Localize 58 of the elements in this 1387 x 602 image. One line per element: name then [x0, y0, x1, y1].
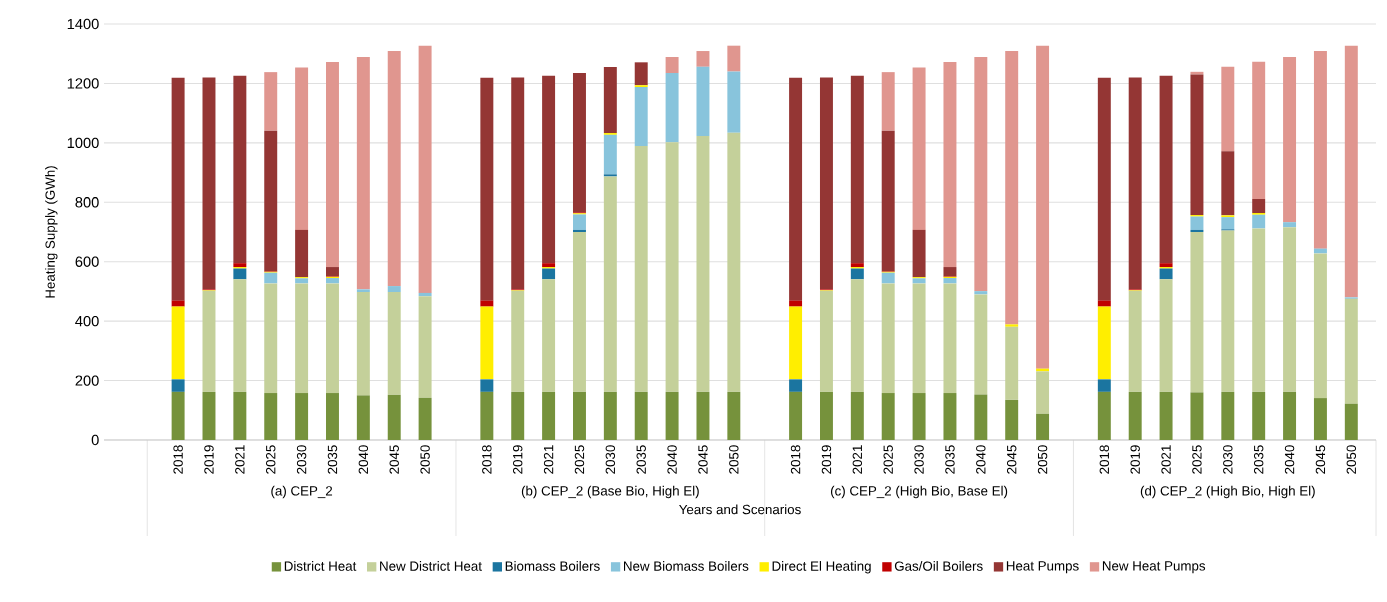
- text: (b) CEP_2 (Base Bio, High El): [521, 485, 699, 499]
- x-tick-label: 2025: [883, 445, 893, 474]
- y-tick-label: 400: [75, 315, 99, 327]
- text: (c) CEP_2 (High Bio, Base El): [831, 485, 1008, 499]
- x-tick-label: 2019: [513, 445, 523, 474]
- x-tick-label: 2025: [1192, 445, 1202, 474]
- x-tick-label: 2021: [543, 445, 554, 474]
- y-tick-label: 200: [75, 375, 99, 386]
- y-tick-label: 1200: [67, 78, 99, 89]
- y-tick-label: 1000: [67, 137, 99, 149]
- y-tick-label: 600: [75, 256, 99, 267]
- x-tick-label: 2050: [420, 445, 430, 474]
- x-tick-label: 2021: [235, 445, 245, 474]
- x-tick-label: 2018: [790, 445, 801, 474]
- x-tick-label: 2018: [173, 445, 183, 474]
- x-tick-label: 2018: [482, 445, 492, 474]
- legend-label: New Heat Pumps: [1102, 561, 1206, 574]
- x-tick-label: 2030: [296, 445, 307, 474]
- legend-label: District Heat: [284, 561, 357, 571]
- text: (d) CEP_2 (High Bio, High El): [1140, 485, 1315, 499]
- x-tick-label: 2045: [1315, 445, 1326, 474]
- x-tick-label: 2025: [266, 445, 276, 474]
- legend-label: Biomass Boilers: [505, 561, 600, 571]
- x-tick-label: 2040: [358, 445, 369, 474]
- y-tick-label: 1400: [67, 18, 99, 30]
- x-tick-label: 2035: [1253, 445, 1264, 474]
- legend-label: New District Heat: [380, 561, 482, 571]
- x-tick-label: 2035: [636, 445, 646, 474]
- x-tick-label: 2021: [1161, 445, 1171, 474]
- x-tick-label: 2045: [1006, 445, 1017, 474]
- x-tick-label: 2030: [605, 445, 616, 474]
- y-tick-label: 0: [91, 434, 99, 446]
- x-tick-label: 2021: [852, 445, 863, 474]
- x-tick-label: 2040: [1284, 445, 1295, 474]
- x-tick-label: 2045: [698, 445, 708, 474]
- text: (a) CEP_2: [271, 485, 333, 499]
- legend-label: Gas/Oil Boilers: [894, 561, 983, 571]
- x-tick-label: 2050: [729, 445, 739, 474]
- legend-label: New Biomass Boilers: [624, 561, 749, 571]
- x-tick-label: 2050: [1037, 445, 1048, 474]
- x-tick-label: 2018: [1099, 445, 1110, 474]
- x-tick-label: 2019: [1130, 445, 1140, 474]
- x-tick-label: 2050: [1346, 445, 1357, 474]
- x-tick-label: 2040: [667, 445, 677, 474]
- x-tick-label: 2019: [204, 445, 214, 474]
- x-tick-label: 2040: [976, 445, 986, 474]
- y-axis-title: Heating Supply (GWh): [45, 166, 58, 298]
- x-tick-label: 2045: [389, 445, 399, 474]
- x-tick-label: 2035: [327, 445, 338, 474]
- x-tick-label: 2035: [945, 445, 955, 474]
- legend-label: Heat Pumps: [1006, 561, 1079, 574]
- legend-label: Direct El Heating: [772, 561, 871, 574]
- y-tick-label: 800: [75, 197, 99, 208]
- x-axis-title: Years and Scenarios: [679, 504, 801, 515]
- x-tick-label: 2030: [1223, 445, 1233, 474]
- x-tick-label: 2025: [574, 445, 585, 474]
- x-tick-label: 2030: [914, 445, 924, 474]
- x-tick-label: 2019: [821, 445, 832, 474]
